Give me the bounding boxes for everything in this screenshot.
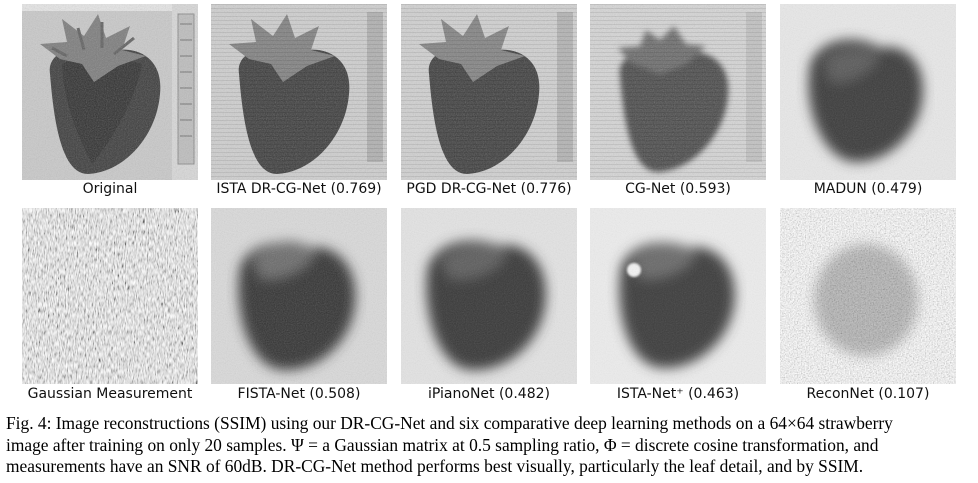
panel-label-ipianonet: iPianoNet (0.482): [428, 386, 550, 402]
ista-dr-cg-net-image: [211, 4, 387, 180]
panel-label-fista-net: FISTA-Net (0.508): [237, 386, 361, 402]
figure-caption: Fig. 4: Image reconstructions (SSIM) usi…: [6, 413, 972, 478]
fista-net-image: [211, 208, 387, 384]
madun-image: [780, 4, 956, 180]
panel-label-ista-net-plus: ISTA-Net⁺ (0.463): [616, 386, 740, 402]
panel-label-original: Original: [82, 181, 138, 197]
caption-line-3: measurements have an SNR of 60dB. DR-CG-…: [6, 456, 864, 476]
cg-net-image: [590, 4, 766, 180]
ipianonet-image: [401, 208, 577, 384]
panel-label-gaussian-measurement: Gaussian Measurement: [27, 386, 193, 402]
pgd-dr-cg-net-image: [401, 4, 577, 180]
panel-label-pgd-dr-cg-net: PGD DR-CG-Net (0.776): [406, 181, 572, 197]
reconnet-image: [780, 208, 956, 384]
original-image: [22, 4, 198, 180]
panel-label-reconnet: ReconNet (0.107): [806, 386, 930, 402]
ista-net-plus-image: [590, 208, 766, 384]
panel-label-madun: MADUN (0.479): [813, 181, 923, 197]
panel-label-cg-net: CG-Net (0.593): [625, 181, 731, 197]
gaussian-measurement-image: [22, 208, 198, 384]
caption-line-1: Fig. 4: Image reconstructions (SSIM) usi…: [6, 413, 893, 433]
panel-label-ista-dr-cg-net: ISTA DR-CG-Net (0.769): [216, 181, 382, 197]
caption-line-2: image after training on only 20 samples.…: [6, 434, 879, 455]
